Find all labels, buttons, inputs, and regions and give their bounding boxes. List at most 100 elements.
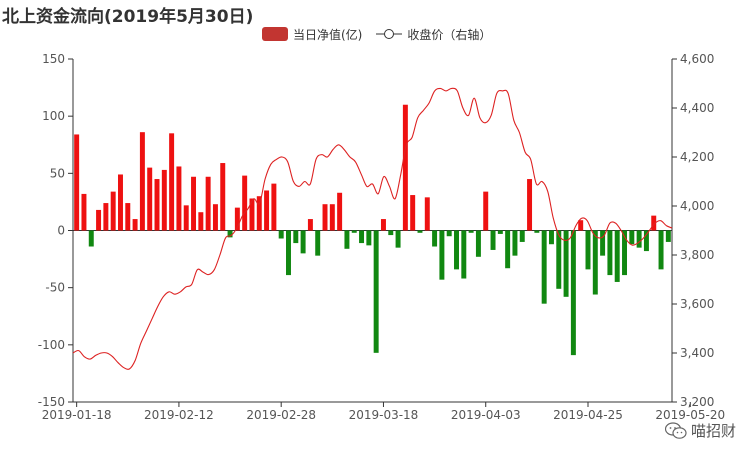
bar-net-inflow <box>483 191 489 231</box>
y-right-tick-label: 4,000 <box>680 199 714 213</box>
bar-net-inflow <box>256 196 262 231</box>
x-tick-label: 2019-04-03 <box>451 408 521 422</box>
bar-net-inflow <box>329 204 335 231</box>
bar-net-inflow <box>417 230 423 233</box>
wechat-logo-icon <box>664 421 687 439</box>
bar-net-inflow <box>117 174 123 231</box>
close-price-line <box>72 87 673 370</box>
bar-net-inflow <box>636 230 642 248</box>
legend: 当日净值(亿) 收盘价（右轴） <box>262 25 505 43</box>
bar-net-inflow <box>234 207 240 231</box>
bar-net-inflow <box>541 230 547 304</box>
bar-net-inflow <box>227 230 233 238</box>
legend-item-net-inflow[interactable]: 当日净值(亿) <box>262 26 362 43</box>
bar-net-inflow <box>205 176 211 231</box>
legend-bar-swatch-icon <box>262 27 288 41</box>
x-tick-label: 2019-01-18 <box>42 408 112 422</box>
bar-net-inflow <box>658 230 664 270</box>
bar-net-inflow <box>359 230 365 244</box>
legend-item-close-price[interactable]: 收盘价（右轴） <box>376 26 491 43</box>
bar-net-inflow <box>424 197 430 231</box>
bar-net-inflow <box>198 212 204 231</box>
y-right-tick-label: 3,800 <box>680 248 714 262</box>
bar-net-inflow <box>410 195 416 231</box>
bar-net-inflow <box>249 198 255 231</box>
y-right-tick-label: 3,400 <box>680 346 714 360</box>
y-right-tick-label: 4,600 <box>680 52 714 66</box>
bar-net-inflow <box>322 204 328 231</box>
y-right-tick-label: 3,200 <box>680 395 714 409</box>
bar-net-inflow <box>380 219 386 231</box>
watermark-text: 喵招财 <box>690 422 736 440</box>
bar-net-inflow <box>293 230 299 244</box>
bar-net-inflow <box>548 230 554 245</box>
bar-net-inflow <box>475 230 481 257</box>
bar-net-inflow <box>220 163 226 231</box>
bar-net-inflow <box>578 220 584 231</box>
bar-net-inflow <box>373 230 379 353</box>
bar-net-inflow <box>307 219 313 231</box>
bar-net-inflow <box>161 169 167 231</box>
bar-net-inflow <box>344 230 350 249</box>
y-left-tick-label: 50 <box>50 166 65 180</box>
y-left-tick-label: 150 <box>42 52 65 66</box>
bar-net-inflow <box>147 167 153 231</box>
y-left-tick-label: -50 <box>45 281 65 295</box>
y-right-tick-label: 3,600 <box>680 297 714 311</box>
bar-net-inflow <box>497 230 503 234</box>
x-tick-label: 2019-02-12 <box>144 408 214 422</box>
bar-net-inflow <box>169 133 175 231</box>
bar-net-inflow <box>614 230 620 282</box>
bar-net-inflow <box>592 230 598 295</box>
bar-net-inflow <box>176 166 182 231</box>
bar-net-inflow <box>191 176 197 231</box>
bar-net-inflow <box>651 215 657 231</box>
bar-net-inflow <box>490 230 496 250</box>
bar-net-inflow <box>622 230 628 276</box>
bar-net-inflow <box>600 230 606 256</box>
bar-net-inflow <box>585 230 591 270</box>
bar-net-inflow <box>132 219 138 231</box>
bar-net-inflow <box>563 230 569 297</box>
chart-title: 北上资金流向(2019年5月30日) <box>2 7 254 27</box>
bar-net-inflow <box>212 204 218 231</box>
y-left-tick-label: 0 <box>57 224 65 238</box>
bar-net-inflow <box>527 179 533 231</box>
bar-net-inflow <box>388 230 394 236</box>
y-left-tick-label: -150 <box>38 395 65 409</box>
bar-net-inflow <box>402 104 408 231</box>
bar-net-inflow <box>139 132 145 231</box>
x-tick-label: 2019-02-28 <box>246 408 316 422</box>
bar-net-inflow <box>629 230 635 245</box>
bar-net-inflow <box>278 230 284 239</box>
bar-net-inflow <box>74 134 80 231</box>
bar-net-inflow <box>556 230 562 289</box>
bar-net-inflow <box>271 183 277 231</box>
bar-net-inflow <box>351 230 357 233</box>
bar-net-inflow <box>366 230 372 246</box>
bar-net-inflow <box>88 230 94 247</box>
bar-net-inflow <box>607 230 613 276</box>
bar-net-inflow <box>519 230 525 242</box>
bar-net-inflow <box>461 230 467 279</box>
bar-net-inflow <box>96 209 102 231</box>
bar-net-inflow <box>534 230 540 233</box>
y-right-tick-label: 4,200 <box>680 150 714 164</box>
bar-net-inflow <box>103 203 109 231</box>
bar-net-inflow <box>512 230 518 256</box>
x-tick-label: 2019-03-18 <box>349 408 419 422</box>
bar-net-inflow <box>264 190 270 231</box>
bar-net-inflow <box>315 230 321 256</box>
watermark: 喵招财 <box>664 420 736 441</box>
x-tick-label: 2019-04-25 <box>553 408 623 422</box>
bar-net-inflow <box>454 230 459 270</box>
y-left-tick-label: 100 <box>42 109 65 123</box>
y-left-tick-label: -100 <box>38 338 65 352</box>
bar-net-inflow <box>505 230 511 269</box>
bar-net-inflow <box>468 230 474 233</box>
bar-net-inflow <box>125 203 131 231</box>
x-tick-label: 2019-05-20 <box>655 408 725 422</box>
legend-label-net-inflow: 当日净值(亿) <box>293 27 363 42</box>
bar-net-inflow <box>286 230 291 276</box>
